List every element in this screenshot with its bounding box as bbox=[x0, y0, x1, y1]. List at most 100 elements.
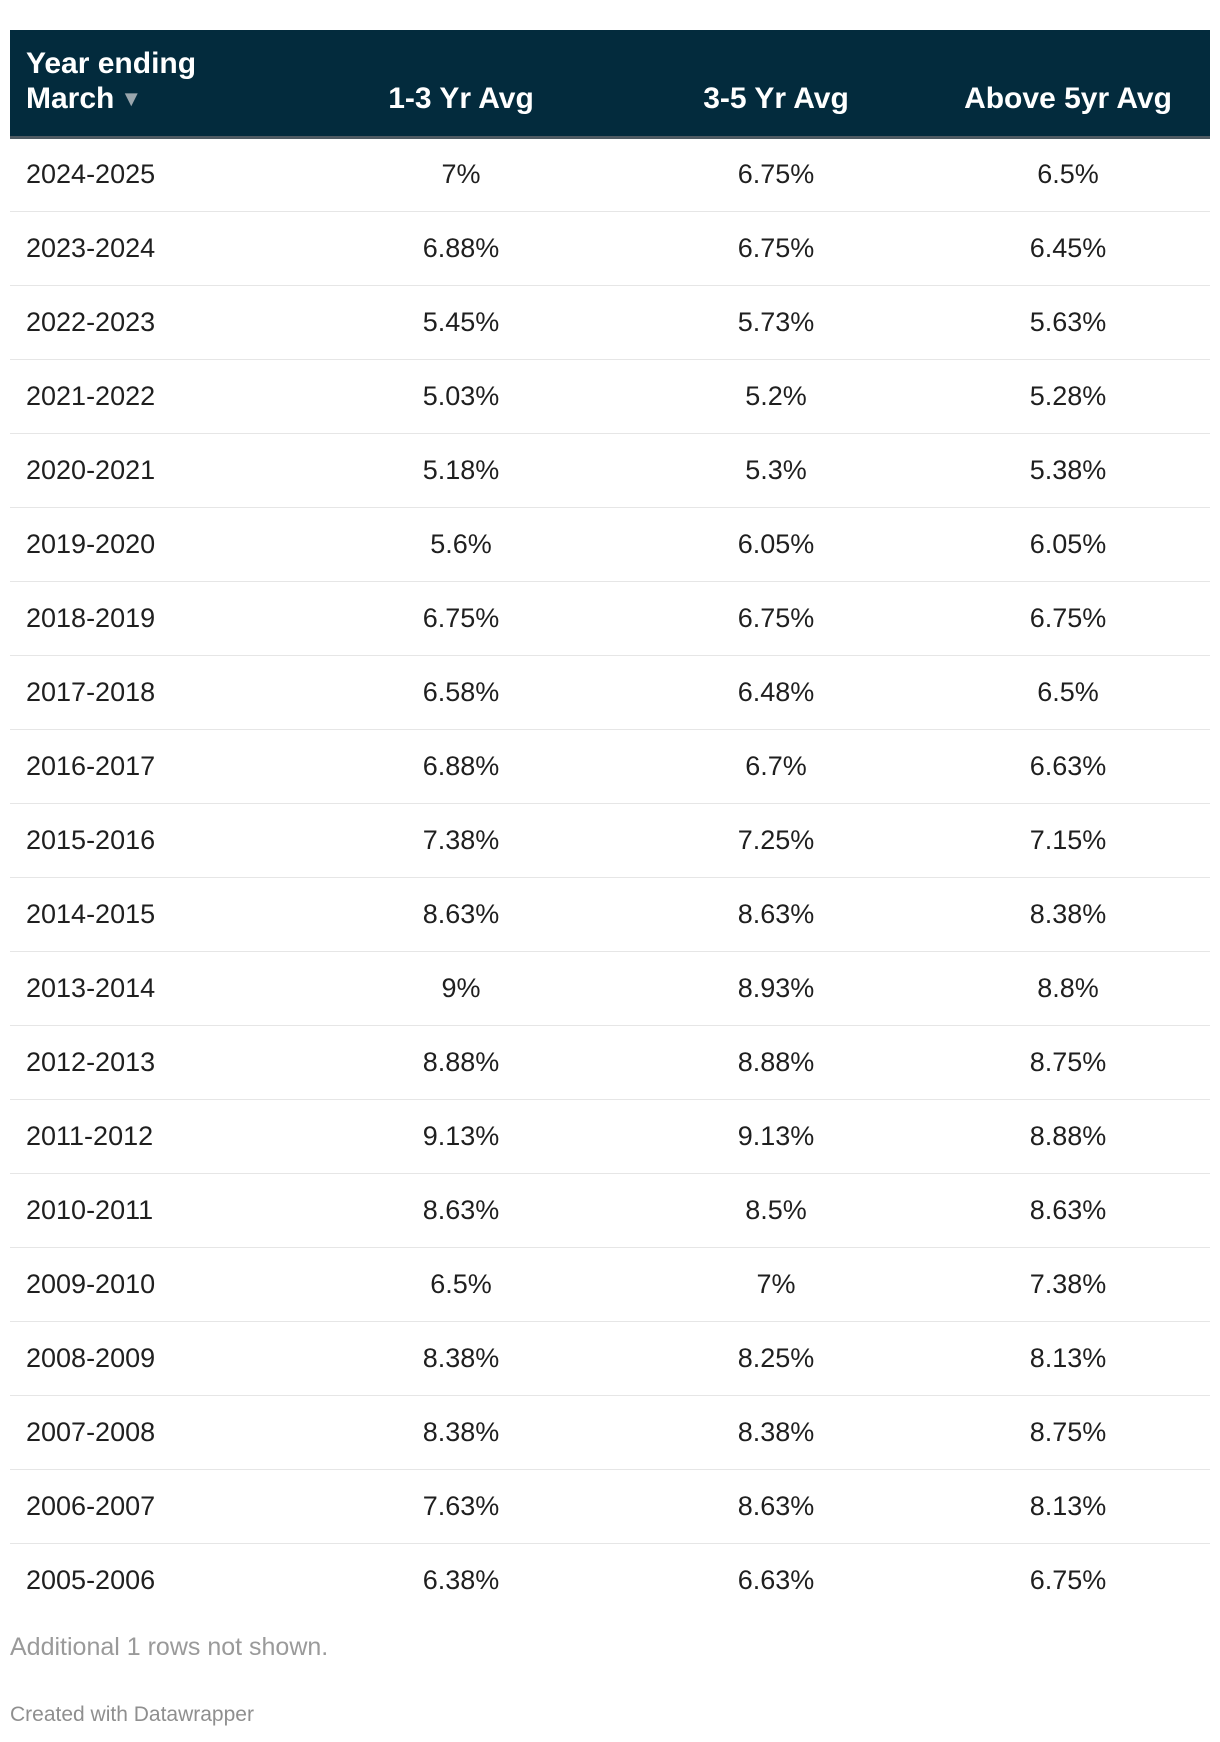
cell-above-5yr: 7.38% bbox=[1029, 1268, 1107, 1299]
cell-3-5-yr: 6.75% bbox=[737, 159, 815, 189]
cell-3-5-yr: 8.88% bbox=[737, 1046, 815, 1077]
column-header-above-5yr[interactable]: Above 5yr Avg bbox=[926, 30, 1210, 139]
table-row: 2007-2008 8.38% 8.38% 8.75% bbox=[10, 1395, 1210, 1469]
cell-1-3-yr: 5.45% bbox=[422, 306, 500, 337]
cell-year: 2012-2013 bbox=[26, 1046, 156, 1077]
cell-year: 2011-2012 bbox=[26, 1120, 154, 1151]
cell-3-5-yr: 7.25% bbox=[737, 824, 815, 855]
cell-year: 2007-2008 bbox=[26, 1416, 156, 1447]
table-row: 2008-2009 8.38% 8.25% 8.13% bbox=[10, 1321, 1210, 1395]
table-row: 2013-2014 9% 8.93% 8.8% bbox=[10, 951, 1210, 1025]
table-row: 2005-2006 6.38% 6.63% 6.75% bbox=[10, 1543, 1210, 1617]
cell-above-5yr: 5.38% bbox=[1029, 454, 1107, 485]
cell-3-5-yr: 5.2% bbox=[745, 380, 807, 411]
column-header-year[interactable]: Year ending March ▼ bbox=[10, 30, 296, 139]
cell-1-3-yr: 6.58% bbox=[422, 676, 500, 707]
cell-above-5yr: 6.05% bbox=[1029, 528, 1107, 559]
table-row: 2018-2019 6.75% 6.75% 6.75% bbox=[10, 581, 1210, 655]
table-row: 2010-2011 8.63% 8.5% 8.63% bbox=[10, 1173, 1210, 1247]
cell-above-5yr: 8.88% bbox=[1029, 1120, 1107, 1151]
cell-above-5yr: 8.38% bbox=[1029, 898, 1107, 929]
table-row: 2024-2025 7% 6.75% 6.5% bbox=[10, 137, 1210, 211]
cell-above-5yr: 6.63% bbox=[1029, 750, 1107, 781]
cell-3-5-yr: 5.3% bbox=[745, 454, 807, 485]
cell-year: 2005-2006 bbox=[26, 1564, 156, 1595]
cell-1-3-yr: 5.18% bbox=[422, 454, 500, 485]
cell-3-5-yr: 6.75% bbox=[737, 232, 815, 263]
cell-above-5yr: 8.13% bbox=[1029, 1490, 1107, 1521]
cell-year: 2006-2007 bbox=[26, 1490, 156, 1521]
cell-3-5-yr: 6.75% bbox=[737, 602, 815, 633]
cell-1-3-yr: 6.5% bbox=[430, 1268, 492, 1299]
cell-1-3-yr: 8.63% bbox=[422, 898, 500, 929]
table-row: 2017-2018 6.58% 6.48% 6.5% bbox=[10, 655, 1210, 729]
cell-3-5-yr: 8.38% bbox=[737, 1416, 815, 1447]
cell-above-5yr: 6.75% bbox=[1029, 602, 1107, 633]
table-notes: Additional 1 rows not shown. bbox=[10, 1633, 329, 1661]
cell-year: 2023-2024 bbox=[26, 232, 156, 263]
cell-year: 2024-2025 bbox=[26, 159, 156, 189]
table-container: Year ending March ▼ 1-3 Yr Avg 3-5 Yr Avg… bbox=[10, 30, 1210, 1617]
table-header: Year ending March ▼ 1-3 Yr Avg 3-5 Yr Avg… bbox=[10, 30, 1210, 139]
cell-1-3-yr: 6.75% bbox=[422, 602, 500, 633]
cell-year: 2022-2023 bbox=[26, 306, 156, 337]
cell-year: 2020-2021 bbox=[26, 454, 156, 485]
cell-3-5-yr: 6.05% bbox=[737, 528, 815, 559]
cell-above-5yr: 8.8% bbox=[1037, 972, 1099, 1003]
datawrapper-credit[interactable]: Created with Datawrapper bbox=[10, 1703, 254, 1726]
cell-year: 2018-2019 bbox=[26, 602, 156, 633]
cell-year: 2008-2009 bbox=[26, 1342, 156, 1373]
table-row: 2022-2023 5.45% 5.73% 5.63% bbox=[10, 285, 1210, 359]
cell-1-3-yr: 8.63% bbox=[422, 1194, 500, 1225]
cell-3-5-yr: 8.25% bbox=[737, 1342, 815, 1373]
table-row: 2023-2024 6.88% 6.75% 6.45% bbox=[10, 211, 1210, 285]
cell-above-5yr: 6.5% bbox=[1037, 676, 1099, 707]
cell-1-3-yr: 5.03% bbox=[422, 380, 500, 411]
cell-year: 2019-2020 bbox=[26, 528, 156, 559]
column-header-3-5-yr[interactable]: 3-5 Yr Avg bbox=[626, 30, 926, 139]
cell-1-3-yr: 8.38% bbox=[422, 1416, 500, 1447]
cell-year: 2016-2017 bbox=[26, 750, 156, 781]
cell-1-3-yr: 8.38% bbox=[422, 1342, 500, 1373]
data-table: Year ending March ▼ 1-3 Yr Avg 3-5 Yr Avg… bbox=[10, 30, 1210, 1617]
table-row: 2021-2022 5.03% 5.2% 5.28% bbox=[10, 359, 1210, 433]
cell-1-3-yr: 7% bbox=[441, 159, 481, 189]
cell-3-5-yr: 6.48% bbox=[737, 676, 815, 707]
cell-3-5-yr: 8.5% bbox=[745, 1194, 807, 1225]
cell-3-5-yr: 5.73% bbox=[737, 306, 815, 337]
cell-above-5yr: 8.75% bbox=[1029, 1046, 1107, 1077]
table-row: 2006-2007 7.63% 8.63% 8.13% bbox=[10, 1469, 1210, 1543]
column-header-1-3-yr[interactable]: 1-3 Yr Avg bbox=[296, 30, 626, 139]
sort-descending-icon[interactable]: ▼ bbox=[120, 85, 143, 111]
column-header-year-line2: March bbox=[26, 81, 115, 115]
cell-above-5yr: 8.13% bbox=[1029, 1342, 1107, 1373]
cell-above-5yr: 6.5% bbox=[1037, 159, 1099, 189]
cell-year: 2021-2022 bbox=[26, 380, 156, 411]
cell-3-5-yr: 8.93% bbox=[737, 972, 815, 1003]
cell-3-5-yr: 6.63% bbox=[737, 1564, 815, 1595]
cell-1-3-yr: 6.88% bbox=[422, 232, 500, 263]
table-row: 2012-2013 8.88% 8.88% 8.75% bbox=[10, 1025, 1210, 1099]
table-row: 2016-2017 6.88% 6.7% 6.63% bbox=[10, 729, 1210, 803]
cell-1-3-yr: 7.38% bbox=[422, 824, 500, 855]
cell-year: 2009-2010 bbox=[26, 1268, 156, 1299]
cell-above-5yr: 5.28% bbox=[1029, 380, 1107, 411]
table-row: 2009-2010 6.5% 7% 7.38% bbox=[10, 1247, 1210, 1321]
table-body: 2024-2025 7% 6.75% 6.5% 2023-2024 6.88% 6.75% 6… bbox=[10, 137, 1210, 1617]
cell-year: 2015-2016 bbox=[26, 824, 156, 855]
cell-1-3-yr: 6.88% bbox=[422, 750, 500, 781]
cell-3-5-yr: 8.63% bbox=[737, 898, 815, 929]
cell-year: 2013-2014 bbox=[26, 972, 156, 1003]
cell-3-5-yr: 7% bbox=[756, 1268, 796, 1299]
cell-above-5yr: 7.15% bbox=[1029, 824, 1107, 855]
cell-1-3-yr: 7.63% bbox=[422, 1490, 500, 1521]
cell-3-5-yr: 9.13% bbox=[737, 1120, 815, 1151]
cell-3-5-yr: 6.7% bbox=[745, 750, 807, 781]
cell-above-5yr: 8.75% bbox=[1029, 1416, 1107, 1447]
cell-year: 2010-2011 bbox=[26, 1194, 154, 1225]
header-row: Year ending March ▼ 1-3 Yr Avg 3-5 Yr Avg… bbox=[10, 30, 1210, 139]
cell-year: 2014-2015 bbox=[26, 898, 156, 929]
cell-1-3-yr: 9.13% bbox=[422, 1120, 500, 1151]
table-row: 2011-2012 9.13% 9.13% 8.88% bbox=[10, 1099, 1210, 1173]
cell-above-5yr: 8.63% bbox=[1029, 1194, 1107, 1225]
